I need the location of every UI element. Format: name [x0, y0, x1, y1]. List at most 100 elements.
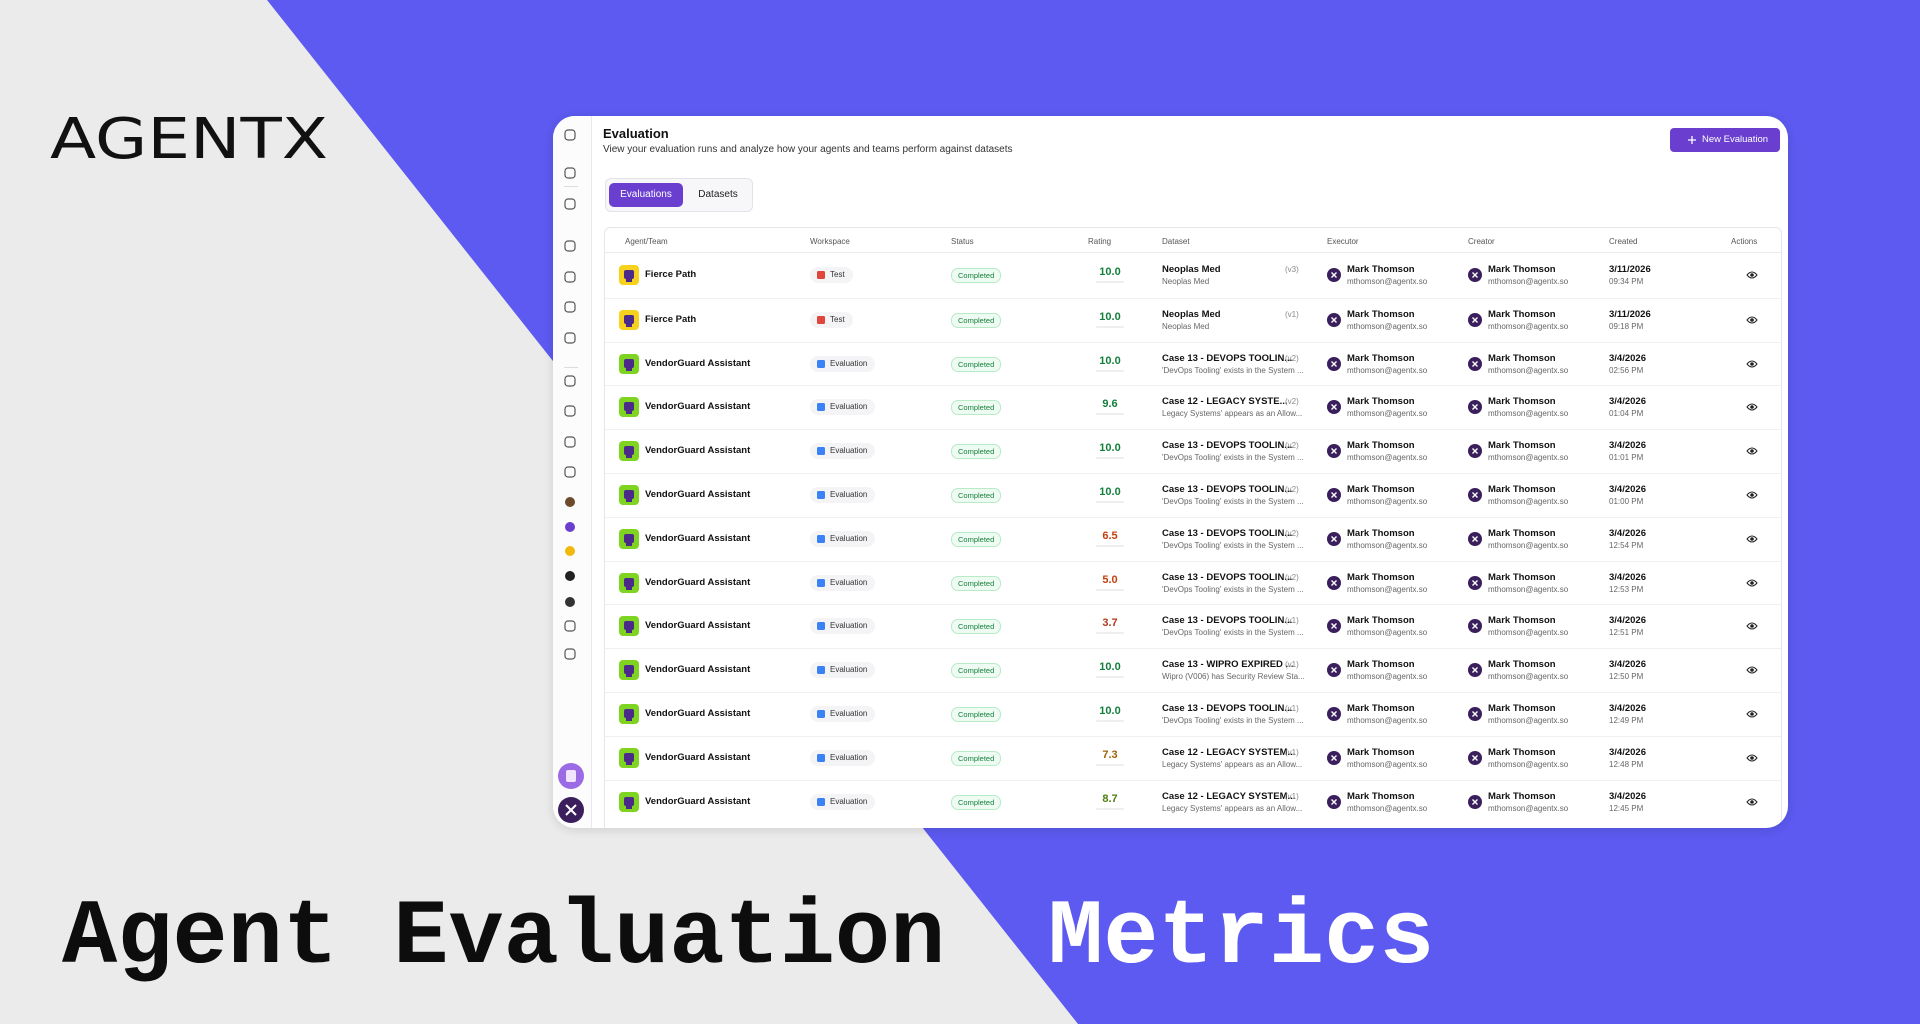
created-time: 12:50 PM — [1609, 672, 1644, 682]
sidebar-icon — [564, 301, 576, 313]
rating: 10.0 — [1099, 705, 1121, 717]
column-header: Status — [951, 237, 974, 246]
tab-active[interactable]: Evaluations — [609, 183, 683, 207]
table-row[interactable]: VendorGuard Assistant Evaluation Completed… — [605, 735, 1781, 780]
rating: 10.0 — [1099, 354, 1121, 367]
creator-avatar — [1468, 356, 1482, 371]
executor-avatar — [1327, 794, 1341, 809]
status-badge: Completed — [951, 356, 1002, 372]
workspace-icon — [817, 753, 825, 762]
view-action[interactable] — [1746, 270, 1758, 280]
executor-name: Mark Thomson — [1347, 746, 1415, 758]
dataset-version: (v1) — [1285, 704, 1299, 713]
executor-avatar — [1327, 268, 1341, 282]
rating-bar — [1096, 325, 1124, 328]
executor-email: mthomson@agentx.so — [1347, 672, 1428, 682]
executor-email: mthomson@agentx.so — [1347, 628, 1428, 638]
view-action[interactable] — [1746, 315, 1758, 325]
rating-bar — [1096, 763, 1124, 766]
dataset-detail: Wipro (V006) has Security Review Sta... — [1162, 672, 1305, 682]
rating-bar — [1096, 281, 1124, 283]
logo: AGENTX — [50, 108, 328, 168]
executor-email: mthomson@agentx.so — [1347, 497, 1428, 506]
creator-name: Mark Thomson — [1488, 790, 1556, 802]
header-divider — [605, 252, 1781, 253]
dataset-version: (v2) — [1285, 528, 1299, 538]
table-row[interactable]: VendorGuard Assistant Evaluation Completed… — [605, 516, 1781, 561]
view-action[interactable] — [1746, 665, 1758, 675]
creator-name: Mark Thomson — [1488, 571, 1556, 583]
table-row[interactable]: VendorGuard Assistant Evaluation Completed… — [605, 473, 1781, 517]
agent-name: VendorGuard Assistant — [645, 445, 751, 457]
creator-avatar — [1468, 750, 1482, 765]
table-row[interactable]: VendorGuard Assistant Evaluation Completed… — [605, 385, 1781, 429]
executor-avatar — [1327, 750, 1341, 765]
dataset-version: (v1) — [1285, 616, 1299, 626]
table-row[interactable]: Fierce Path Test Completed 10.0 Neoplas Med (… — [605, 254, 1781, 297]
sidebar-icon — [564, 240, 576, 252]
table-row[interactable]: VendorGuard Assistant Evaluation Completed… — [605, 341, 1781, 386]
column-header: Actions — [1731, 237, 1758, 246]
created-time: 01:00 PM — [1609, 497, 1644, 506]
table-row[interactable]: VendorGuard Assistant Evaluation Completed… — [605, 560, 1781, 605]
view-action[interactable] — [1746, 621, 1758, 631]
agent-icon — [619, 528, 639, 549]
view-action[interactable] — [1746, 753, 1758, 763]
dataset-detail: 'DevOps Tooling' exists in the System ..… — [1162, 540, 1304, 550]
view-action[interactable] — [1746, 709, 1758, 719]
rating: 9.6 — [1102, 398, 1118, 411]
workspace-badge: Evaluation — [810, 706, 876, 722]
table-row[interactable]: VendorGuard Assistant Evaluation Completed… — [605, 648, 1781, 692]
sidebar-icon — [564, 332, 576, 344]
executor-name: Mark Thomson — [1347, 703, 1415, 714]
creator-avatar — [1468, 707, 1482, 721]
executor-email: mthomson@agentx.so — [1347, 321, 1428, 331]
created-date: 3/4/2026 — [1609, 352, 1646, 364]
view-action[interactable] — [1746, 446, 1758, 456]
view-action[interactable] — [1746, 490, 1758, 500]
view-action[interactable] — [1746, 359, 1758, 369]
sidebar-icon — [564, 648, 576, 660]
tab[interactable]: Datasets — [698, 189, 738, 200]
status-badge: Completed — [951, 488, 1002, 503]
rating: 5.0 — [1102, 573, 1118, 586]
executor-avatar — [1327, 531, 1341, 546]
table-row[interactable]: VendorGuard Assistant Evaluation Completed… — [605, 692, 1781, 736]
dataset-name: Case 13 - DEVOPS TOOLIN... — [1162, 571, 1293, 583]
workspace-icon — [817, 403, 825, 412]
view-action[interactable] — [1746, 534, 1758, 544]
created-date: 3/4/2026 — [1609, 484, 1646, 495]
status-badge: Completed — [951, 400, 1002, 416]
workspace-icon — [817, 622, 825, 631]
creator-name: Mark Thomson — [1488, 484, 1556, 495]
plus-icon — [1688, 136, 1696, 144]
creator-avatar — [1468, 312, 1482, 327]
column-header: Rating — [1088, 237, 1112, 246]
table-row[interactable]: VendorGuard Assistant Evaluation Completed… — [605, 604, 1781, 648]
view-action[interactable] — [1746, 578, 1758, 588]
dataset-name: Case 13 - WIPRO EXPIRED ... — [1162, 659, 1294, 671]
dataset-version: (v2) — [1285, 353, 1299, 363]
rating: 10.0 — [1099, 442, 1121, 455]
table-row[interactable]: VendorGuard Assistant Evaluation Completed… — [605, 429, 1781, 473]
app-window: Evaluation View your evaluation runs and… — [553, 116, 1788, 828]
table-row[interactable]: Fierce Path Test Completed 10.0 Neoplas Med (… — [605, 297, 1781, 342]
table-row[interactable]: VendorGuard Assistant Evaluation Completed… — [605, 779, 1781, 824]
created-date: 3/4/2026 — [1609, 615, 1646, 627]
view-action[interactable] — [1746, 797, 1758, 807]
rating-bar — [1096, 501, 1124, 503]
page-subtitle: View your evaluation runs and analyze ho… — [603, 144, 1013, 155]
status-badge: Completed — [951, 619, 1002, 635]
view-action[interactable] — [1746, 402, 1758, 412]
creator-email: mthomson@agentx.so — [1488, 540, 1569, 550]
rating: 7.3 — [1102, 748, 1118, 761]
created-date: 3/4/2026 — [1609, 396, 1646, 408]
creator-avatar — [1468, 663, 1482, 678]
workspace-badge: Test — [810, 267, 853, 283]
executor-email: mthomson@agentx.so — [1347, 453, 1428, 463]
agent-icon — [619, 747, 639, 768]
new-evaluation-button[interactable]: New Evaluation — [1670, 128, 1780, 152]
workspace-badge: Evaluation — [810, 399, 876, 416]
dataset-detail: 'DevOps Tooling' exists in the System ..… — [1162, 365, 1304, 375]
agent-name: Fierce Path — [645, 269, 697, 280]
